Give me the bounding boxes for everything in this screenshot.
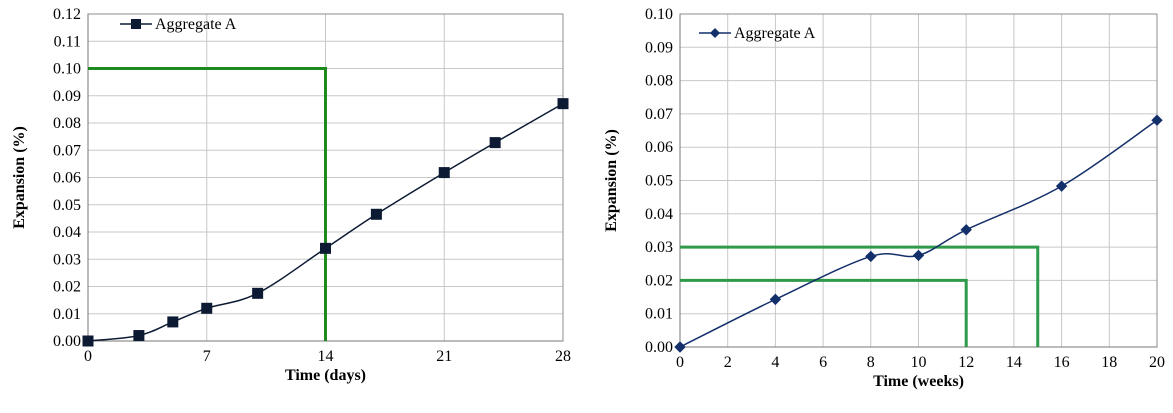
chart2-x-tick-label: 12 bbox=[958, 354, 974, 371]
chart2-data-point bbox=[1055, 180, 1068, 192]
chart-days: 0.00 0.01 0.02 0.03 0.04 0.05 0.06 0.07 0.08 0.09… bbox=[0, 0, 580, 413]
chart2-legend: Aggregate A bbox=[699, 25, 816, 42]
chart1-data-point bbox=[201, 302, 213, 314]
chart2-x-tick-label: 10 bbox=[911, 354, 927, 371]
chart2-legend-marker bbox=[710, 28, 720, 38]
chart2-x-tick-label: 0 bbox=[676, 354, 684, 371]
chart2-y-tick-label: 0.00 bbox=[645, 339, 673, 356]
chart1-y-tick-label: 0.07 bbox=[53, 142, 81, 159]
chart2-x-tick-label: 4 bbox=[771, 354, 779, 371]
chart1-x-axis-title: Time (days) bbox=[285, 367, 366, 384]
chart2-legend-label: Aggregate A bbox=[734, 25, 816, 42]
chart1-x-tick-label: 7 bbox=[203, 348, 211, 365]
chart1-y-tick-label: 0.01 bbox=[53, 306, 81, 323]
chart1-y-tick-label: 0.06 bbox=[53, 170, 81, 187]
chart2-y-tick-label: 0.08 bbox=[645, 73, 673, 90]
chart1-series-line bbox=[87, 103, 564, 342]
chart1-y-tick-label: 0.03 bbox=[53, 251, 81, 268]
chart2-gridlines bbox=[679, 13, 1158, 348]
chart1-legend: Aggregate A bbox=[120, 16, 237, 33]
chart2-y-tick-label: 0.10 bbox=[645, 6, 673, 23]
chart2-data-point bbox=[865, 250, 877, 263]
chart2-limit-line-1 bbox=[680, 278, 968, 347]
chart1-y-tick-label: 0.10 bbox=[53, 61, 81, 78]
chart1-data-point bbox=[489, 137, 501, 149]
chart2-y-tick-label: 0.02 bbox=[645, 272, 673, 289]
chart1-data-point bbox=[82, 335, 94, 347]
chart1-x-tick-label: 0 bbox=[84, 348, 92, 365]
chart2-x-tick-label: 18 bbox=[1101, 354, 1117, 371]
chart1-legend-label: Aggregate A bbox=[155, 16, 237, 33]
chart2-x-tick-label: 14 bbox=[1006, 354, 1022, 371]
chart2-y-tick-label: 0.09 bbox=[645, 39, 673, 56]
chart1-y-tick-label: 0.12 bbox=[53, 6, 81, 23]
chart1-y-tick-label: 0.05 bbox=[53, 197, 81, 214]
chart-weeks-svg: 0.00 0.01 0.02 0.03 0.04 0.05 0.06 0.07 0.08 0.09… bbox=[603, 6, 1165, 390]
chart2-y-tick-label: 0.07 bbox=[645, 106, 673, 123]
chart1-y-tick-label: 0.11 bbox=[54, 33, 81, 50]
chart2-y-tick-label: 0.05 bbox=[645, 173, 673, 190]
chart1-data-point bbox=[252, 287, 264, 299]
chart2-y-tick-label: 0.01 bbox=[645, 306, 673, 323]
chart2-y-tick-label: 0.06 bbox=[645, 139, 673, 156]
chart-weeks: 0.00 0.01 0.02 0.03 0.04 0.05 0.06 0.07 0.08 0.09… bbox=[592, 0, 1173, 413]
chart1-data-point bbox=[167, 316, 179, 328]
chart2-x-tick-label: 2 bbox=[724, 354, 732, 371]
chart1-data-point bbox=[557, 98, 569, 110]
chart1-data-point bbox=[438, 167, 450, 179]
chart1-data-point bbox=[320, 242, 331, 254]
chart1-y-tick-label: 0.02 bbox=[53, 279, 81, 296]
chart2-y-tick-label: 0.03 bbox=[645, 239, 673, 256]
chart1-y-axis-title: Expansion (%) bbox=[11, 126, 28, 229]
chart1-legend-marker bbox=[131, 19, 141, 29]
chart2-limit-line-0 bbox=[680, 245, 1040, 347]
chart2-data-point bbox=[1151, 114, 1163, 126]
chart1-x-tick-label: 28 bbox=[555, 348, 571, 365]
chart2-x-tick-label: 8 bbox=[867, 354, 875, 371]
chart2-x-tick-label: 20 bbox=[1149, 354, 1165, 371]
chart2-data-point bbox=[912, 249, 925, 262]
chart2-data-point bbox=[769, 293, 782, 306]
chart2-x-tick-label: 6 bbox=[819, 354, 827, 371]
chart1-data-point bbox=[133, 330, 145, 342]
chart2-x-axis-title: Time (weeks) bbox=[873, 373, 964, 390]
chart1-y-tick-label: 0.08 bbox=[53, 115, 81, 132]
chart1-y-tick-label: 0.04 bbox=[53, 224, 81, 241]
chart2-data-point bbox=[674, 341, 686, 353]
chart2-y-tick-label: 0.04 bbox=[645, 206, 673, 223]
chart1-y-tick-label: 0.00 bbox=[53, 333, 81, 350]
chart1-data-point bbox=[370, 208, 382, 220]
chart2-x-tick-label: 16 bbox=[1054, 354, 1070, 371]
chart1-x-tick-label: 21 bbox=[436, 348, 452, 365]
chart-days-svg: 0.00 0.01 0.02 0.03 0.04 0.05 0.06 0.07 0.08 0.09… bbox=[11, 6, 571, 384]
chart1-y-tick-label: 0.09 bbox=[53, 88, 81, 105]
chart1-x-tick-label: 14 bbox=[318, 348, 334, 365]
chart2-data-point bbox=[960, 224, 972, 236]
chart2-y-axis-title: Expansion (%) bbox=[603, 129, 620, 232]
